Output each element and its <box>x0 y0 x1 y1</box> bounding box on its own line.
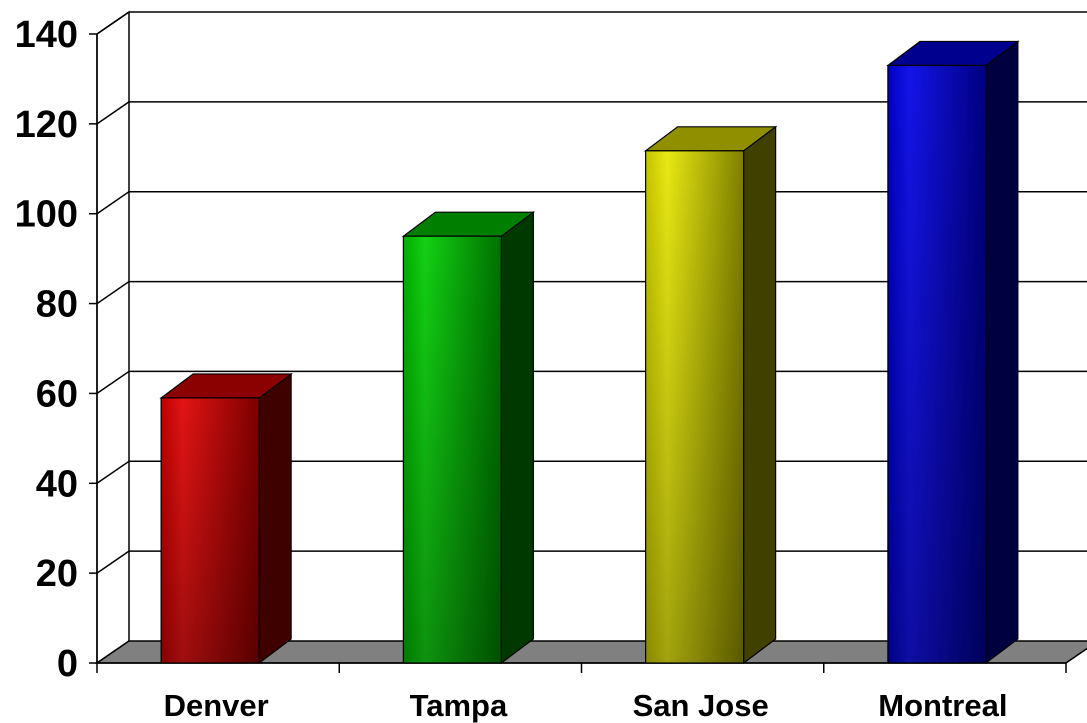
gridline-diagonal <box>96 280 130 305</box>
gridline-diagonal <box>96 460 130 484</box>
bar-front-shading <box>645 150 744 664</box>
y-tick-label: 140 <box>15 14 78 56</box>
bar-side-face <box>985 40 1019 665</box>
x-category-label: Montreal <box>878 688 1007 723</box>
y-tick-label: 80 <box>36 284 78 326</box>
bar-montreal <box>886 40 1020 665</box>
gridline-diagonal <box>96 550 130 574</box>
gridline-diagonal <box>96 11 130 35</box>
y-tick-label: 120 <box>15 104 78 146</box>
gridline-diagonal <box>96 101 130 125</box>
x-axis-category-labels: Denver Tampa San Jose Montreal <box>164 688 1008 723</box>
y-axis-tick-labels: 0 20 40 60 80 100 120 140 <box>15 14 78 685</box>
gridline-diagonal <box>96 191 130 215</box>
back-wall <box>129 12 1087 641</box>
y-tick-label: 20 <box>36 553 78 595</box>
gridline-diagonal <box>96 370 130 395</box>
bar-side-face <box>500 210 534 665</box>
bar-san-jose <box>643 125 778 665</box>
bar-side-face <box>258 372 292 665</box>
y-tick-label: 40 <box>36 463 78 505</box>
y-tick-label: 60 <box>36 373 78 415</box>
bar-front-shading <box>161 397 260 663</box>
bar-front-shading <box>887 65 986 663</box>
bar-front-shading <box>403 236 502 663</box>
bars <box>159 40 1020 665</box>
x-category-label: Denver <box>164 688 269 723</box>
bar-side-face <box>743 125 777 665</box>
x-category-label: San Jose <box>633 688 769 723</box>
bar-denver <box>159 372 293 665</box>
chart-walls <box>96 10 1087 665</box>
y-tick-label: 100 <box>15 194 78 236</box>
side-wall <box>96 10 130 665</box>
x-category-label: Tampa <box>410 688 508 723</box>
bar-tampa <box>401 210 536 665</box>
y-tick-label: 0 <box>57 643 78 685</box>
